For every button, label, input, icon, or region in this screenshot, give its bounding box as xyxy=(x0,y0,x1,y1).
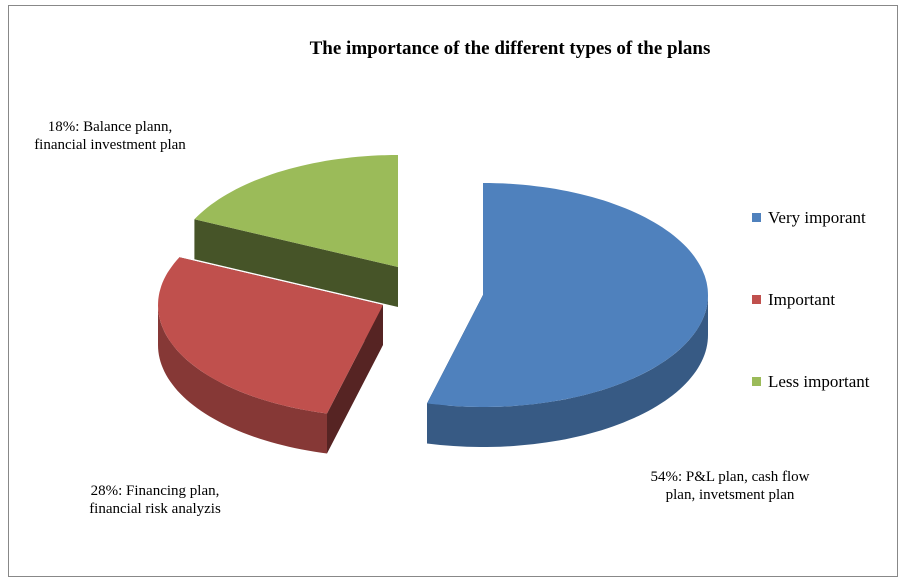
slice-cut-face xyxy=(327,305,383,454)
slice-side xyxy=(427,295,708,447)
legend-swatch xyxy=(752,213,761,222)
slice xyxy=(427,183,708,407)
legend-label: Less important xyxy=(768,372,870,391)
legend-entry: Important xyxy=(752,287,898,312)
chart-title: The importance of the different types of… xyxy=(309,38,711,59)
data-label: 18%: Balance plann, financial investment… xyxy=(34,119,186,153)
data-label: 28%: Financing plan, financial risk anal… xyxy=(89,483,221,517)
data-label: 54%: P&L plan, cash flow plan, invetsmen… xyxy=(650,469,810,503)
slice xyxy=(427,183,708,447)
legend-entry: Less important xyxy=(752,369,898,394)
slice-cut-face xyxy=(194,219,398,307)
legend-swatch xyxy=(752,295,761,304)
legend-label: Important xyxy=(768,290,836,309)
slice xyxy=(194,155,398,307)
legend-label: Very imporant xyxy=(768,208,866,227)
legend-entry: Very imporant xyxy=(752,205,898,230)
slice-side xyxy=(158,305,327,454)
slice xyxy=(158,257,383,414)
legend-swatch xyxy=(752,377,761,386)
slice xyxy=(158,257,383,454)
chart-frame xyxy=(8,5,898,577)
slice xyxy=(194,155,398,267)
